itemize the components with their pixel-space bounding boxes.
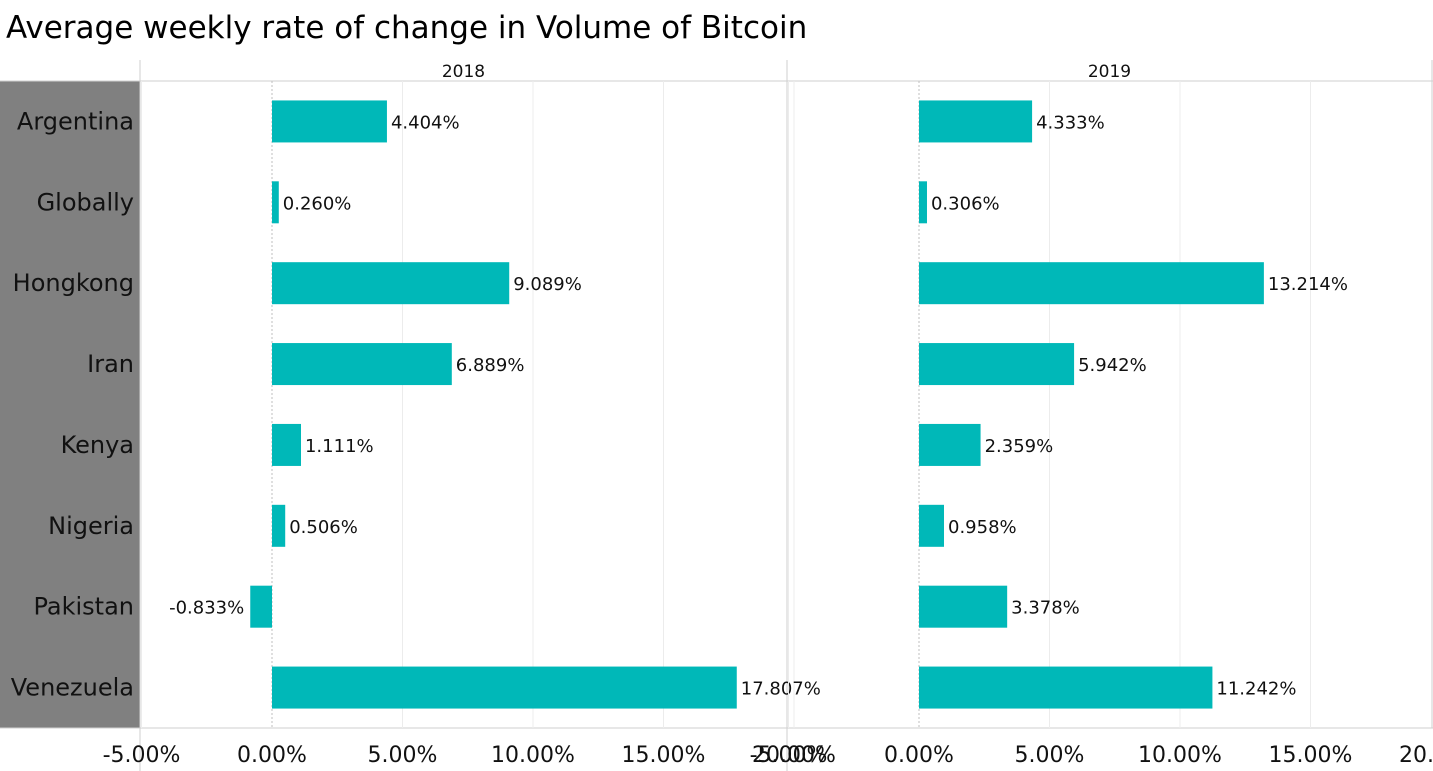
panel-header-2019: 2019 xyxy=(1088,62,1131,82)
panel-header-2018: 2018 xyxy=(442,62,485,82)
category-label: Hongkong xyxy=(13,269,134,297)
x-tick-label: 0.00% xyxy=(884,743,954,768)
bar xyxy=(272,423,301,466)
data-label: 17.807% xyxy=(741,679,821,700)
bar xyxy=(919,262,1264,305)
bar xyxy=(919,181,927,224)
data-label: 4.404% xyxy=(391,112,460,133)
chart-title: Average weekly rate of change in Volume … xyxy=(6,10,808,46)
data-label: 2.359% xyxy=(985,436,1054,457)
data-label: 4.333% xyxy=(1036,112,1105,133)
bar xyxy=(272,343,452,386)
data-label: 11.242% xyxy=(1216,679,1296,700)
category-label: Pakistan xyxy=(34,593,135,621)
x-tick-label: 10.00% xyxy=(1138,743,1222,768)
data-label: 9.089% xyxy=(513,274,582,295)
category-label: Kenya xyxy=(61,431,134,459)
category-label: Globally xyxy=(37,188,134,216)
category-label: Venezuela xyxy=(11,674,134,702)
x-tick-label: 5.00% xyxy=(1015,743,1085,768)
data-label: 6.889% xyxy=(456,355,525,376)
x-tick-label: 20.00% xyxy=(752,743,836,768)
x-tick-label: 20.00% xyxy=(1399,743,1433,768)
data-label: 5.942% xyxy=(1078,355,1147,376)
data-label: 0.506% xyxy=(289,517,358,538)
bar xyxy=(250,585,272,628)
bar xyxy=(272,100,387,143)
bar xyxy=(272,504,286,547)
category-label: Argentina xyxy=(17,107,134,135)
bar xyxy=(272,262,510,305)
bar xyxy=(919,343,1075,386)
x-tick-label: 15.00% xyxy=(622,743,706,768)
x-tick-label: 5.00% xyxy=(368,743,438,768)
bar xyxy=(919,666,1213,709)
x-tick-label: -5.00% xyxy=(103,743,181,768)
data-label: 1.111% xyxy=(305,436,374,457)
bar xyxy=(919,585,1008,628)
bar xyxy=(272,666,737,709)
data-label: 3.378% xyxy=(1011,598,1080,619)
x-tick-label: 15.00% xyxy=(1269,743,1353,768)
category-label: Iran xyxy=(87,350,134,378)
x-tick-label: 10.00% xyxy=(491,743,575,768)
data-label: 0.306% xyxy=(931,193,1000,214)
data-label: 0.260% xyxy=(283,193,352,214)
category-label: Nigeria xyxy=(48,512,134,540)
bar xyxy=(272,181,279,224)
row-header-background xyxy=(0,81,140,728)
data-label: 13.214% xyxy=(1268,274,1348,295)
x-tick-label: 0.00% xyxy=(237,743,307,768)
x-tick-label: -5.00% xyxy=(750,743,828,768)
data-label: -0.833% xyxy=(169,598,244,619)
data-label: 0.958% xyxy=(948,517,1017,538)
bar xyxy=(919,423,981,466)
bar xyxy=(919,100,1033,143)
bar xyxy=(919,504,945,547)
